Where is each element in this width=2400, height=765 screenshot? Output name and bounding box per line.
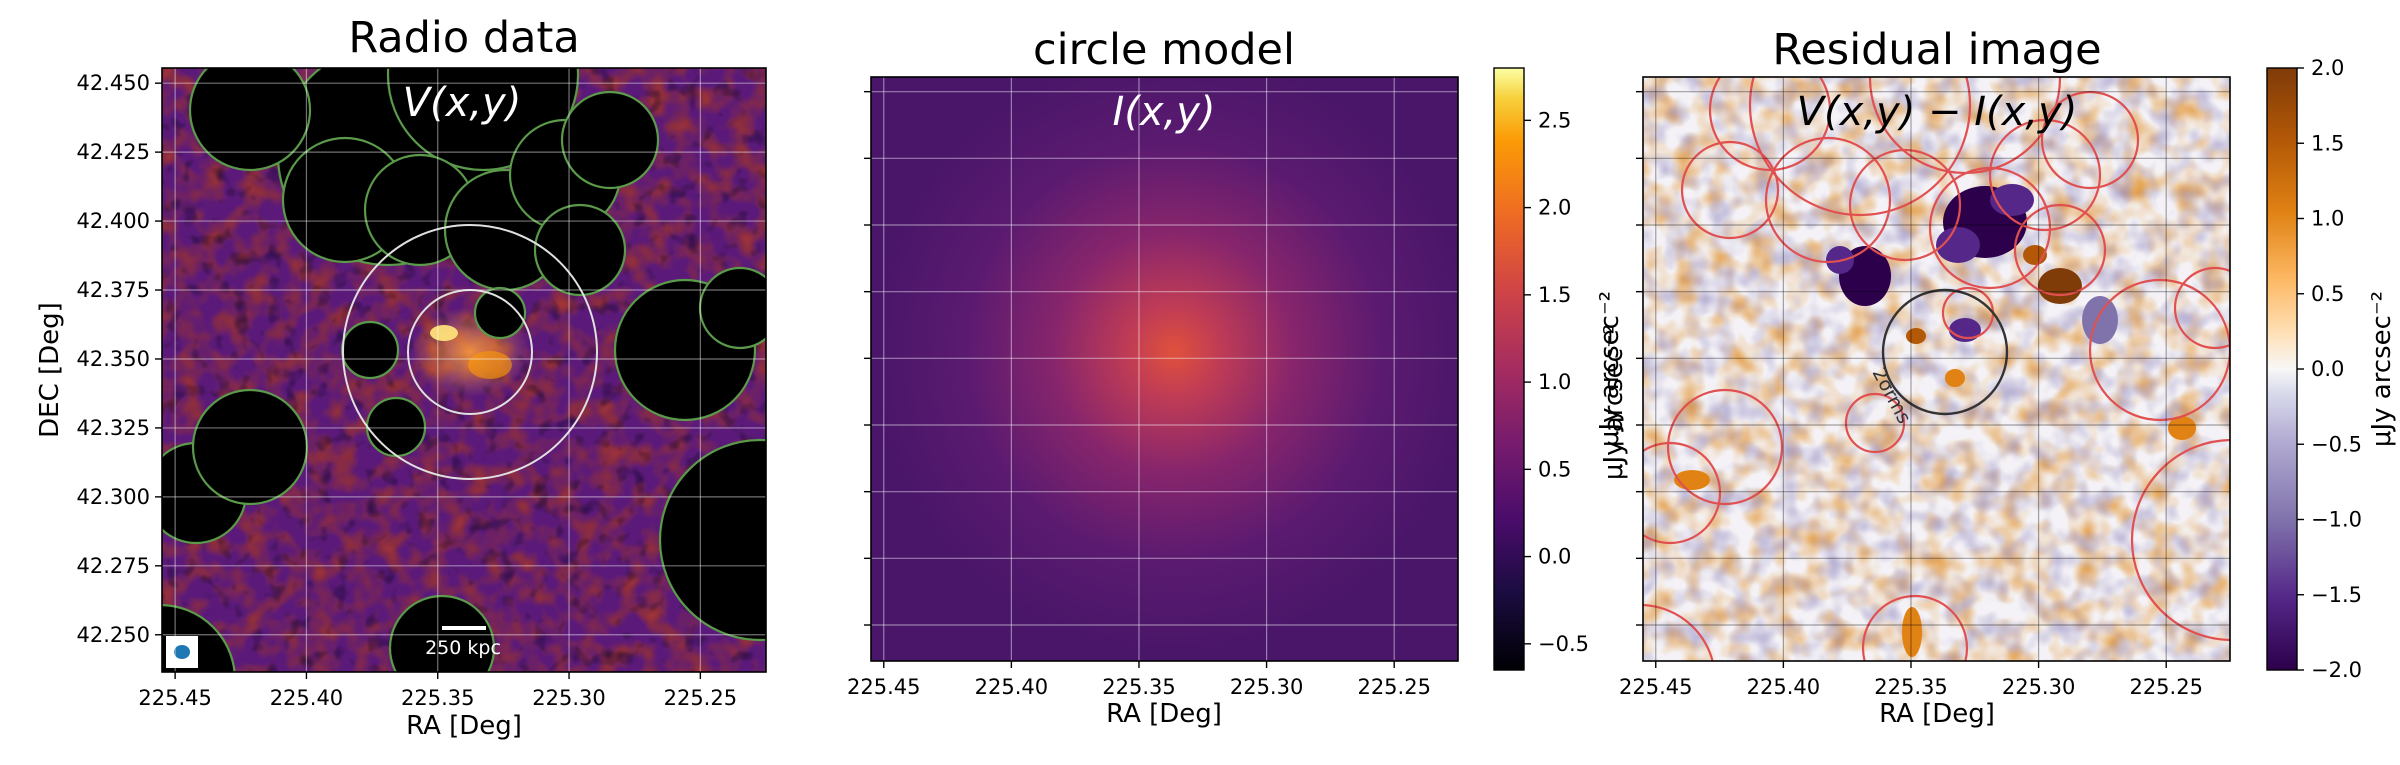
ytick-label: 42.350 [77,347,150,371]
panel-a-ylabel: DEC [Deg] [35,302,65,438]
xtick-label: 225.35 [1102,675,1175,699]
panel-b-annotation: I(x,y) [1112,89,1215,135]
beam-icon [174,645,190,659]
panel-a-annotation: V(x,y) [403,80,522,126]
ytick-label: 42.400 [77,209,150,233]
panel-a-grid [162,68,766,672]
contour-circle [1881,288,2009,416]
xtick-label: 225.45 [847,675,920,699]
colorbar-tick-label: 2.0 [1538,196,1571,220]
xtick-label: 225.30 [2002,675,2075,699]
panel-a-xlabel: RA [Deg] [406,711,522,741]
xtick-label: 225.35 [401,686,474,710]
xtick-label: 225.40 [1747,675,1820,699]
panel-radio-data: Radio data [35,13,767,741]
ytick-label: 42.250 [77,623,150,647]
colorbar-b-label: μJy arcsec⁻² [1595,291,1625,447]
colorbar-c-label: μJy arcsec⁻² [2367,291,2397,447]
panel-b-xlabel: RA [Deg] [1106,699,1222,729]
xtick-label: 225.30 [1230,675,1303,699]
panel-c-left-label: μJy arcsec⁻² [1599,324,1629,480]
xtick-label: 225.40 [270,686,343,710]
ytick-label: 42.450 [77,71,150,95]
xtick-label: 225.40 [975,675,1048,699]
colorbar-c-ticks: 2.0 1.5 1.0 0.5 0.0 −0.5 −1.0 −1.5 −2.0 [2297,56,2362,682]
ytick-label: 42.275 [77,554,150,578]
panel-b-xticks: 225.45 225.40 225.35 225.30 225.25 [847,661,1431,699]
xtick-label: 225.45 [1619,675,1692,699]
xtick-label: 225.30 [532,686,605,710]
model-image [871,77,1458,661]
panel-residual-image: Residual image [1599,25,2397,729]
panel-a-title: Radio data [348,13,579,63]
inner-radius-circle [407,289,533,415]
colorbar-tick-label: −2.0 [2311,658,2362,682]
panel-c-title: Residual image [1772,25,2101,75]
outer-radius-circle [342,224,598,480]
colorbar-tick-label: −1.5 [2311,583,2362,607]
panel-b-title: circle model [1033,25,1295,75]
panel-c-xticks: 225.45 225.40 225.35 225.30 225.25 [1619,661,2203,699]
panel-c-annotation: V(x,y) − I(x,y) [1797,89,2078,135]
mask-outlines [1643,77,2230,661]
panel-a-yticks: 42.250 42.275 42.300 42.325 42.350 42.375 42.4… [77,71,162,647]
panel-c-xlabel: RA [Deg] [1879,699,1995,729]
colorbar-tick-label: 0.0 [2311,357,2344,381]
ytick-label: 42.425 [77,140,150,164]
xtick-label: 225.35 [1874,675,1947,699]
scale-bar-label: 250 kpc [425,637,501,659]
source-masks [162,68,766,672]
panel-c-yticks [1636,90,1643,626]
radio-image: 250 kpc [162,68,766,672]
colorbar-tick-label: 2.5 [1538,108,1571,132]
colorbar-tick-label: 0.0 [1538,545,1571,569]
panel-b-grid [871,77,1458,661]
colorbar-tick-label: 0.5 [1538,457,1571,481]
panel-c-grid [1643,77,2230,661]
ytick-label: 42.325 [77,416,150,440]
colorbar-tick-label: 1.0 [1538,370,1571,394]
xtick-label: 225.25 [1357,675,1430,699]
colorbar-tick-label: −0.5 [2311,432,2362,456]
panel-b-yticks [864,90,871,626]
colorbar-b-ticks: 2.5 2.0 1.5 1.0 0.5 0.0 −0.5 [1524,108,1589,656]
colorbar-tick-label: 1.0 [2311,207,2344,231]
colorbar-tick-label: −0.5 [1538,632,1589,656]
ytick-label: 42.300 [77,485,150,509]
xtick-label: 225.45 [138,686,211,710]
colorbar-b [1493,67,1525,671]
colorbar-c [2266,67,2298,671]
colorbar-tick-label: 1.5 [2311,131,2344,155]
xtick-label: 225.25 [2129,675,2202,699]
xtick-label: 225.25 [664,686,737,710]
panel-circle-model: circle model I(x,y) 225.45 225.40 225.35 22… [847,25,1625,729]
ytick-label: 42.375 [77,278,150,302]
colorbar-tick-label: 1.5 [1538,283,1571,307]
residual-image: 2σrms [1643,77,2230,661]
colorbar-tick-label: 0.5 [2311,282,2344,306]
panel-a-xticks: 225.45 225.40 225.35 225.30 225.25 [138,672,737,710]
colorbar-tick-label: 2.0 [2311,56,2344,80]
colorbar-tick-label: −1.0 [2311,508,2362,532]
